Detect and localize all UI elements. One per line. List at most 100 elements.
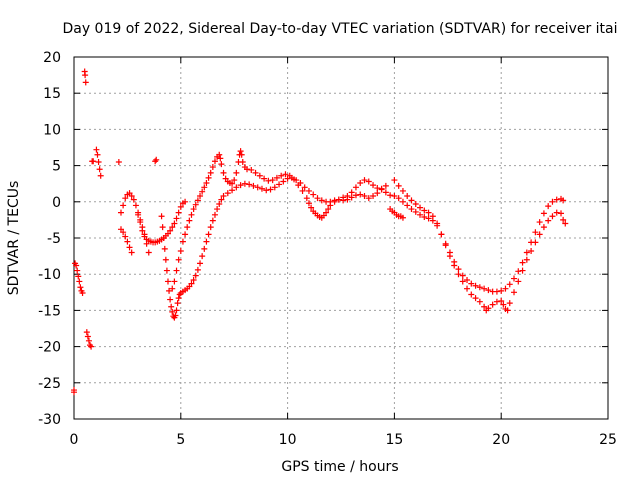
data-point bbox=[357, 191, 364, 198]
data-point bbox=[224, 190, 231, 197]
data-point bbox=[85, 337, 92, 344]
data-point bbox=[532, 239, 539, 246]
data-point bbox=[560, 216, 567, 223]
data-point bbox=[263, 187, 270, 194]
data-point bbox=[434, 220, 441, 227]
data-point bbox=[545, 203, 552, 210]
data-point bbox=[361, 177, 368, 184]
x-tick-label: 15 bbox=[385, 432, 403, 448]
data-point bbox=[120, 229, 127, 236]
data-point bbox=[248, 166, 255, 173]
data-point bbox=[128, 193, 135, 200]
data-point bbox=[188, 280, 195, 287]
data-point bbox=[282, 171, 289, 178]
data-point bbox=[209, 217, 216, 224]
data-point bbox=[153, 156, 160, 163]
data-point bbox=[246, 181, 253, 188]
data-point bbox=[489, 301, 496, 308]
data-point bbox=[73, 262, 80, 269]
data-point bbox=[177, 203, 184, 210]
data-point bbox=[399, 214, 406, 221]
data-point bbox=[194, 266, 201, 273]
x-tick-label: 20 bbox=[492, 432, 510, 448]
data-point bbox=[425, 209, 432, 216]
y-tick-label: -20 bbox=[38, 340, 61, 356]
data-point bbox=[303, 195, 310, 202]
data-point bbox=[192, 201, 199, 208]
data-point bbox=[502, 285, 509, 292]
data-point bbox=[211, 211, 218, 218]
data-point bbox=[122, 195, 129, 202]
data-point bbox=[493, 298, 500, 305]
data-point bbox=[75, 273, 82, 280]
x-tick-label: 25 bbox=[599, 432, 617, 448]
data-point bbox=[382, 182, 389, 189]
data-point bbox=[265, 177, 272, 184]
data-point bbox=[169, 224, 176, 231]
data-point bbox=[425, 215, 432, 222]
data-point bbox=[161, 245, 168, 252]
data-point bbox=[291, 176, 298, 183]
y-axis-label: SDTVAR / TECUs bbox=[6, 181, 22, 296]
data-point bbox=[169, 285, 176, 292]
data-point bbox=[174, 300, 181, 307]
data-point bbox=[261, 175, 268, 182]
data-point bbox=[203, 238, 210, 245]
data-point bbox=[269, 177, 276, 184]
data-point bbox=[199, 253, 206, 260]
data-point bbox=[481, 303, 488, 310]
data-point bbox=[84, 333, 91, 340]
data-point bbox=[172, 312, 179, 319]
x-axis-label: GPS time / hours bbox=[281, 459, 398, 475]
y-tick-label: 0 bbox=[52, 195, 61, 211]
data-point bbox=[278, 172, 285, 179]
data-point bbox=[132, 202, 139, 209]
y-tick-label: -10 bbox=[38, 267, 61, 283]
data-point bbox=[301, 184, 308, 191]
data-point bbox=[192, 272, 199, 279]
data-point bbox=[408, 197, 415, 204]
data-point bbox=[158, 213, 165, 220]
data-points bbox=[71, 68, 569, 396]
data-point bbox=[370, 182, 377, 189]
data-point bbox=[391, 193, 398, 200]
data-point bbox=[96, 166, 103, 173]
data-point bbox=[82, 72, 89, 79]
data-point bbox=[417, 204, 424, 211]
data-point bbox=[412, 208, 419, 215]
data-point bbox=[173, 215, 180, 222]
data-point bbox=[184, 224, 191, 231]
data-point bbox=[211, 158, 218, 165]
y-tick-label: 20 bbox=[43, 50, 61, 66]
data-point bbox=[387, 192, 394, 199]
data-point bbox=[171, 220, 178, 227]
data-point bbox=[399, 198, 406, 205]
data-point bbox=[348, 194, 355, 201]
data-point bbox=[145, 249, 152, 256]
y-tick-labels: -30 -25 -20 -15 -10 -5 0 5 10 15 20 bbox=[38, 50, 61, 428]
data-point bbox=[523, 256, 530, 263]
data-point bbox=[476, 284, 483, 291]
data-point bbox=[553, 209, 560, 216]
data-point bbox=[391, 177, 398, 184]
data-point bbox=[175, 256, 182, 263]
y-tick-label: -5 bbox=[47, 231, 61, 247]
data-point bbox=[515, 278, 522, 285]
data-point bbox=[233, 169, 240, 176]
data-point bbox=[137, 216, 144, 223]
data-point bbox=[88, 343, 95, 350]
data-point bbox=[310, 191, 317, 198]
data-point bbox=[216, 200, 223, 207]
data-point bbox=[308, 204, 315, 211]
data-point bbox=[77, 284, 84, 291]
data-point bbox=[164, 278, 171, 285]
data-point bbox=[199, 188, 206, 195]
data-point bbox=[395, 195, 402, 202]
data-point bbox=[233, 184, 240, 191]
data-point bbox=[327, 202, 334, 209]
data-point bbox=[485, 305, 492, 312]
data-point bbox=[203, 179, 210, 186]
data-point bbox=[540, 210, 547, 217]
